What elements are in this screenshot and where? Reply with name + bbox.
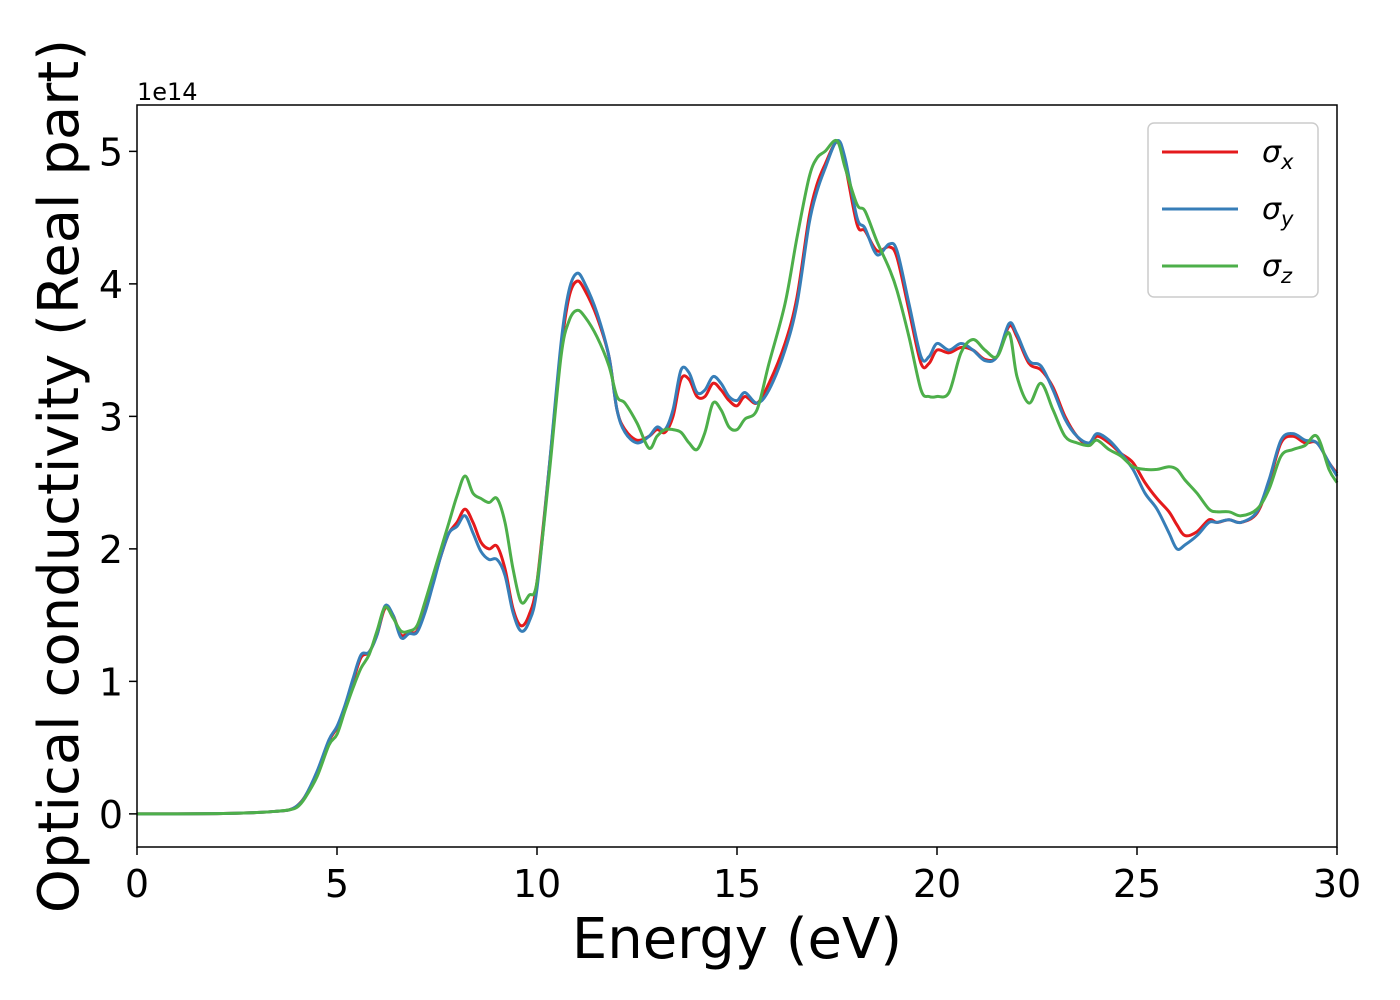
series-layer (137, 138, 1339, 816)
x-tick-label: 25 (1113, 862, 1161, 906)
x-tick-label: 30 (1313, 862, 1361, 906)
x-axis-ticks: 0 5 10 15 20 25 30 (125, 847, 1361, 906)
y-tick-label: 0 (99, 793, 123, 837)
x-tick-label: 0 (125, 862, 149, 906)
y-tick-label: 2 (99, 528, 123, 572)
y-axis-title: Optical conductivity (Real part) (27, 39, 92, 913)
series-line-sigma-z (137, 138, 1339, 816)
x-tick-label: 20 (913, 862, 961, 906)
y-tick-label: 5 (99, 130, 123, 174)
legend-label: σz (1262, 249, 1293, 288)
legend-label: σx (1262, 135, 1294, 174)
x-tick-label: 10 (513, 862, 561, 906)
x-tick-label: 15 (713, 862, 761, 906)
legend-label: σy (1262, 192, 1294, 231)
y-tick-label: 3 (99, 395, 123, 439)
y-offset-label: 1e14 (137, 78, 198, 106)
y-axis-ticks: 0 1 2 3 4 5 (99, 130, 137, 837)
y-tick-label: 4 (99, 263, 123, 307)
x-axis-title: Energy (eV) (572, 907, 902, 972)
legend: σx σy σz (1147, 122, 1319, 298)
y-tick-label: 1 (99, 660, 123, 704)
x-tick-label: 5 (325, 862, 349, 906)
